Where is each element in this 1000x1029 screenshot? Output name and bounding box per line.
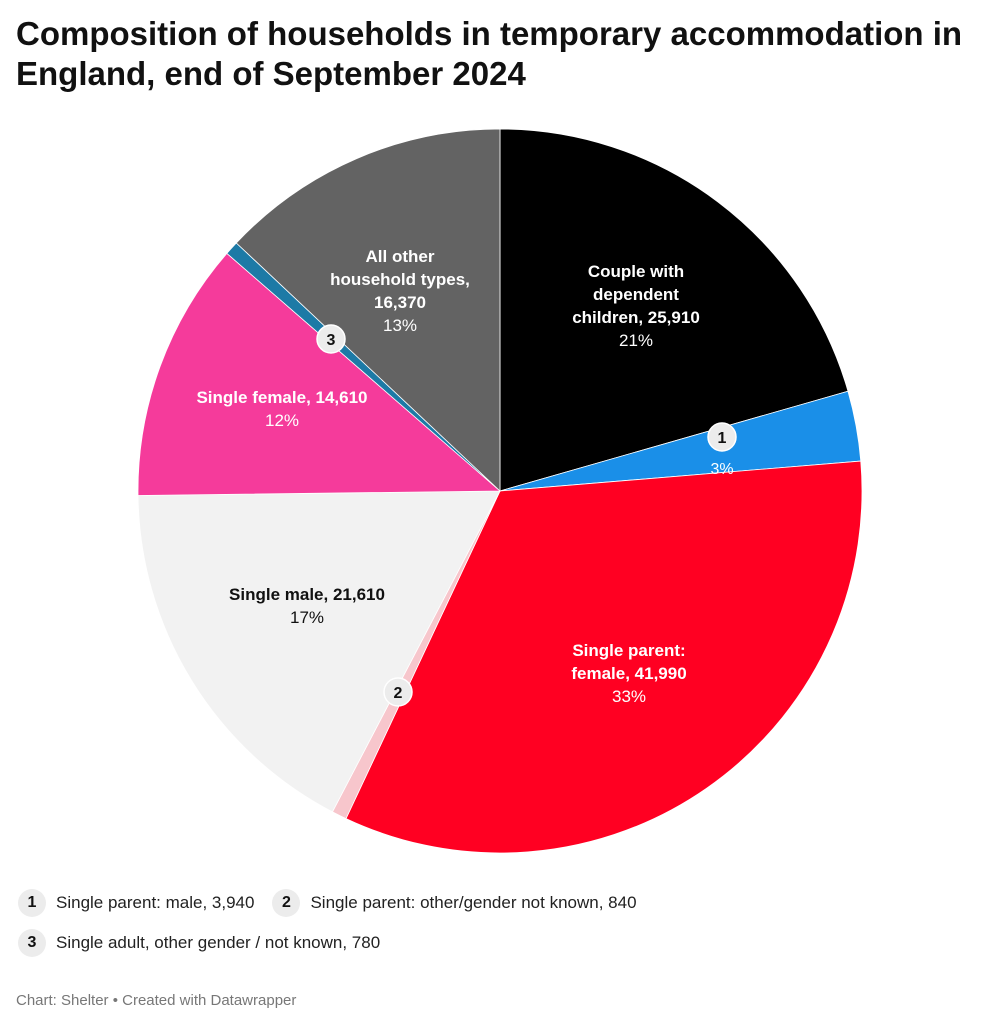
slice-percent: 17% — [290, 608, 324, 627]
slice-marker-2 — [383, 677, 413, 707]
legend-item-2: 2 Single parent: other/gender not known,… — [272, 889, 637, 917]
slice-label-text: dependent — [593, 285, 679, 304]
slice-label-text: Single male, 21,610 — [229, 585, 385, 604]
slice-percent: 33% — [612, 687, 646, 706]
slice-percent: 12% — [265, 411, 299, 430]
legend-item-3: 3 Single adult, other gender / not known… — [18, 929, 380, 957]
slice-label: Single female, 14,610 12% — [196, 388, 367, 430]
legend-marker-2: 2 — [272, 889, 301, 917]
slice-marker-1 — [707, 422, 737, 452]
slice-marker-3 — [316, 324, 346, 354]
legend-row: 1 Single parent: male, 3,940 2 Single pa… — [18, 888, 978, 918]
slice-marker-number: 1 — [718, 430, 727, 447]
legend-row: 3 Single adult, other gender / not known… — [18, 928, 978, 958]
slice-percent: 21% — [619, 331, 653, 350]
pie-slice-single-female — [137, 252, 502, 496]
legend-marker-3: 3 — [18, 929, 46, 957]
legend-item-1: 1 Single parent: male, 3,940 — [18, 889, 254, 917]
slice-marker-number: 2 — [394, 685, 403, 702]
chart-title: Composition of households in temporary a… — [16, 15, 963, 92]
slice-percent: 3% — [710, 461, 733, 478]
slice-label-text: 16,370 — [374, 293, 426, 312]
slice-label-text: Couple with — [588, 262, 684, 281]
slice-label: Couple with dependent children, 25,910 21% — [572, 262, 700, 350]
slice-label: Single parent: female, 41,990 33% — [571, 641, 686, 706]
slice-label: All other household types, 16,370 13% — [330, 247, 470, 335]
pie-slice-single-male — [137, 490, 501, 813]
slice-label-text: household types, — [330, 270, 470, 289]
legend-label-3: Single adult, other gender / not known, … — [56, 933, 381, 952]
legend: 1 Single parent: male, 3,940 2 Single pa… — [18, 888, 978, 968]
pie-chart: Couple with dependent children, 25,910 21% S… — [137, 128, 863, 854]
slice-label-text: children, 25,910 — [572, 308, 700, 327]
legend-marker-1: 1 — [18, 889, 46, 917]
pie-slice-all-other-household-types — [235, 128, 501, 492]
slice-label-text: female, 41,990 — [571, 664, 686, 683]
slice-label-text: All other — [366, 247, 435, 266]
chart-source-footer: Chart: Shelter • Created with Datawrappe… — [16, 992, 297, 1009]
slice-label-text: Single parent: — [572, 641, 685, 660]
slice-label-text: Single female, 14,610 — [196, 388, 367, 407]
pie-slice-couple-with-dependent-children — [499, 128, 849, 492]
legend-label-1: Single parent: male, 3,940 — [56, 893, 255, 912]
legend-label-2: Single parent: other/gender not known, 8… — [310, 893, 637, 912]
slice-label: Single male, 21,610 17% — [229, 585, 385, 627]
slice-percent: 13% — [383, 316, 417, 335]
slice-marker-number: 3 — [327, 332, 336, 349]
pie-slice-single-parent-female — [345, 460, 863, 854]
